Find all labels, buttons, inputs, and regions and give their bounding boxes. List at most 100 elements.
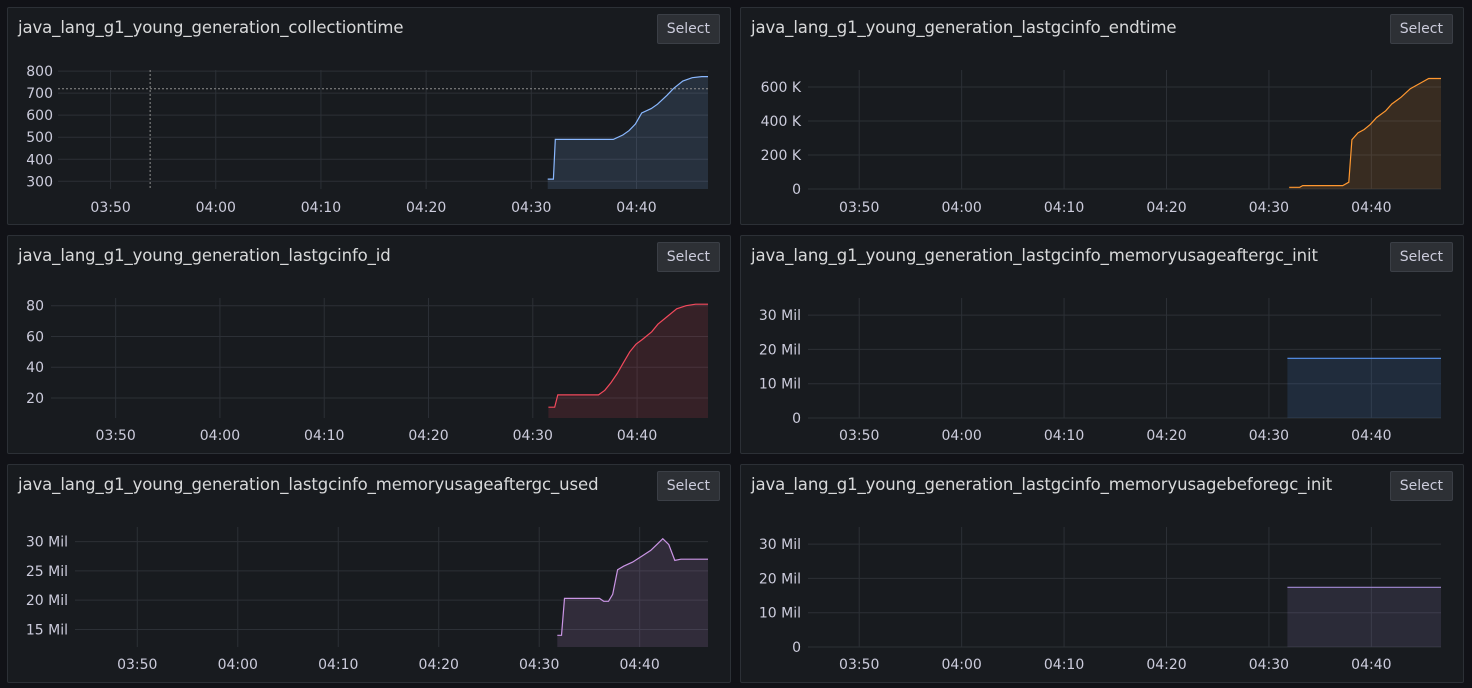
chart[interactable]: 0 10 Mil 20 Mil 30 Mil 03:50 04:00 04:10 04:20 0… (741, 236, 1465, 455)
panel-title: java_lang_g1_young_generation_lastgcinfo… (751, 475, 1333, 494)
x-tick-label: 04:30 (513, 428, 553, 444)
x-tick-label: 04:40 (1351, 428, 1391, 444)
y-tick-label: 40 (26, 360, 44, 376)
x-tick-label: 04:00 (941, 200, 981, 216)
y-tick-label: 20 Mil (759, 342, 801, 358)
panel-title: java_lang_g1_young_generation_lastgcinfo… (18, 475, 599, 494)
y-tick-label: 400 K (761, 114, 802, 130)
y-tick-label: 200 K (761, 148, 802, 164)
chart[interactable]: 0 200 K 400 K 600 K 03:50 04:00 04:10 04:20 04:3… (741, 8, 1465, 226)
y-tick-label: 0 (792, 182, 801, 198)
series-line (557, 537, 708, 636)
series-area (557, 538, 708, 647)
chart[interactable]: 20 40 60 80 03:50 04:00 04:10 04:20 04:30 04:40 (8, 236, 732, 455)
y-tick-label: 80 (26, 299, 44, 315)
panel-memoryusagebeforegc-init: java_lang_g1_young_generation_lastgcinfo… (740, 464, 1464, 683)
y-tick-label: 800 (26, 64, 53, 80)
y-tick-label: 300 (26, 174, 53, 190)
grid (58, 70, 708, 189)
y-tick-label: 10 Mil (759, 606, 801, 622)
series-area (1289, 78, 1441, 189)
panel-memoryusageaftergc-init: java_lang_g1_young_generation_lastgcinfo… (740, 235, 1464, 454)
grid (808, 298, 1441, 419)
select-button[interactable]: Select (656, 242, 720, 272)
x-tick-label: 04:00 (196, 200, 236, 216)
panel-collectiontime: java_lang_g1_young_generation_collection… (7, 7, 731, 225)
chart[interactable]: 0 10 Mil 20 Mil 30 Mil 03:50 04:00 04:10 04:20 0… (741, 465, 1465, 684)
panel-title: java_lang_g1_young_generation_collection… (18, 18, 404, 37)
panel-title: java_lang_g1_young_generation_lastgcinfo… (751, 18, 1177, 37)
panel-memoryusageaftergc-used: java_lang_g1_young_generation_lastgcinfo… (7, 464, 731, 683)
x-tick-label: 04:00 (941, 428, 981, 444)
x-tick-label: 04:40 (619, 657, 659, 673)
series-line (547, 76, 708, 180)
chart[interactable]: 300 400 500 600 700 800 03:50 04:00 04:10 04:20 04… (8, 8, 732, 226)
grid (51, 298, 708, 418)
x-tick-label: 04:20 (1146, 657, 1186, 673)
x-tick-label: 04:10 (318, 657, 358, 673)
x-tick-label: 03:50 (839, 428, 879, 444)
y-tick-label: 30 Mil (759, 308, 801, 324)
x-tick-label: 04:00 (218, 657, 258, 673)
x-tick-label: 04:20 (1146, 200, 1186, 216)
x-tick-label: 03:50 (95, 428, 135, 444)
y-tick-label: 600 K (761, 80, 802, 96)
x-tick-label: 04:20 (419, 657, 459, 673)
y-tick-label: 20 Mil (26, 593, 68, 609)
panel-title: java_lang_g1_young_generation_lastgcinfo… (751, 246, 1318, 265)
x-tick-label: 04:20 (408, 428, 448, 444)
x-tick-label: 04:40 (1351, 200, 1391, 216)
grid (75, 527, 708, 647)
series-area (1287, 358, 1441, 418)
y-tick-label: 10 Mil (759, 377, 801, 393)
y-tick-label: 700 (26, 86, 53, 102)
x-tick-label: 04:30 (1249, 428, 1289, 444)
y-tick-label: 30 Mil (759, 537, 801, 553)
x-tick-label: 04:40 (1351, 657, 1391, 673)
series-area (547, 76, 708, 189)
panel-endtime: java_lang_g1_young_generation_lastgcinfo… (740, 7, 1464, 225)
y-tick-label: 25 Mil (26, 564, 68, 580)
series-line (1289, 77, 1441, 188)
x-tick-label: 04:10 (301, 200, 341, 216)
series-line (548, 303, 708, 408)
panel-lastgcinfo-id: java_lang_g1_young_generation_lastgcinfo… (7, 235, 731, 454)
x-tick-label: 04:30 (519, 657, 559, 673)
x-tick-label: 03:50 (839, 200, 879, 216)
y-tick-label: 20 Mil (759, 571, 801, 587)
y-tick-label: 0 (792, 640, 801, 656)
x-tick-label: 04:00 (941, 657, 981, 673)
y-tick-label: 400 (26, 152, 53, 168)
x-tick-label: 04:20 (406, 200, 446, 216)
y-tick-label: 600 (26, 108, 53, 124)
y-tick-label: 20 (26, 391, 44, 407)
x-tick-label: 04:30 (1249, 200, 1289, 216)
series-area (1287, 587, 1441, 647)
x-tick-label: 04:20 (1146, 428, 1186, 444)
x-tick-label: 04:40 (617, 428, 657, 444)
panel-title: java_lang_g1_young_generation_lastgcinfo… (18, 246, 391, 265)
x-tick-label: 04:30 (1249, 657, 1289, 673)
y-tick-label: 60 (26, 329, 44, 345)
x-tick-label: 03:50 (90, 200, 130, 216)
chart[interactable]: 15 Mil 20 Mil 25 Mil 30 Mil 03:50 04:00 04:10 0… (8, 465, 732, 684)
x-tick-label: 04:10 (304, 428, 344, 444)
select-button[interactable]: Select (656, 14, 720, 44)
x-tick-label: 04:10 (1044, 657, 1084, 673)
x-tick-label: 04:40 (616, 200, 656, 216)
series-area (548, 304, 708, 418)
x-tick-label: 04:10 (1044, 200, 1084, 216)
grid (808, 70, 1441, 190)
x-tick-label: 03:50 (117, 657, 157, 673)
grid (808, 527, 1441, 648)
x-tick-label: 04:00 (200, 428, 240, 444)
x-tick-label: 03:50 (839, 657, 879, 673)
x-tick-label: 04:30 (511, 200, 551, 216)
y-tick-label: 500 (26, 130, 53, 146)
y-tick-label: 0 (792, 411, 801, 427)
x-tick-label: 04:10 (1044, 428, 1084, 444)
select-button[interactable]: Select (656, 471, 720, 501)
select-button[interactable]: Select (1389, 14, 1453, 44)
select-button[interactable]: Select (1389, 471, 1453, 501)
select-button[interactable]: Select (1389, 242, 1453, 272)
